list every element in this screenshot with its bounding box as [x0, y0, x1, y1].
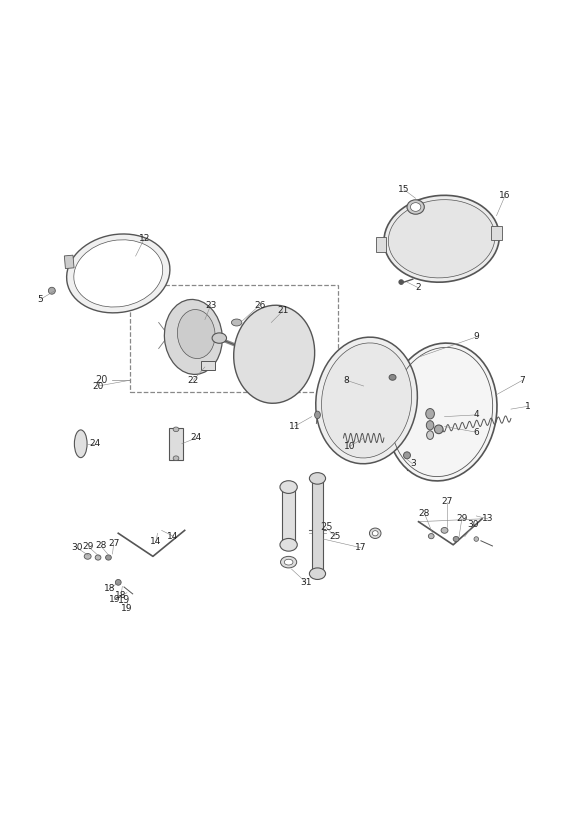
Text: 24: 24	[191, 433, 202, 442]
Ellipse shape	[106, 555, 111, 560]
Text: 14: 14	[167, 531, 179, 541]
Text: 31: 31	[300, 578, 312, 587]
Text: 28: 28	[419, 508, 430, 517]
Bar	[491, 226, 502, 241]
Text: 12: 12	[139, 234, 150, 243]
Text: 6: 6	[473, 428, 479, 437]
Text: 16: 16	[500, 191, 511, 200]
Text: 22: 22	[188, 376, 199, 385]
Text: 8: 8	[343, 376, 349, 385]
Ellipse shape	[285, 559, 293, 565]
Ellipse shape	[212, 333, 227, 344]
Text: 17: 17	[355, 543, 367, 552]
Ellipse shape	[453, 536, 459, 541]
Text: 21: 21	[277, 307, 289, 316]
Text: 27: 27	[442, 497, 453, 506]
Ellipse shape	[403, 452, 410, 459]
Text: 19: 19	[108, 595, 120, 604]
Text: 30: 30	[71, 543, 82, 552]
Text: 1: 1	[525, 402, 531, 410]
Ellipse shape	[280, 538, 297, 551]
Text: 5: 5	[37, 295, 43, 304]
Ellipse shape	[322, 343, 412, 458]
Text: 26: 26	[254, 301, 265, 310]
Text: 24: 24	[90, 439, 101, 448]
Ellipse shape	[387, 343, 497, 481]
Ellipse shape	[426, 409, 434, 419]
Text: 20: 20	[95, 375, 107, 386]
Ellipse shape	[115, 579, 121, 585]
Bar	[169, 428, 183, 460]
Ellipse shape	[315, 411, 321, 419]
Ellipse shape	[173, 427, 179, 432]
Ellipse shape	[441, 527, 448, 533]
Text: 27: 27	[108, 539, 120, 548]
Text: 25: 25	[329, 531, 340, 541]
Bar	[64, 255, 74, 269]
Text: 29: 29	[456, 514, 468, 523]
Text: 10: 10	[343, 442, 355, 452]
Ellipse shape	[164, 299, 222, 374]
Ellipse shape	[310, 568, 325, 579]
Ellipse shape	[231, 319, 242, 326]
Bar	[376, 237, 386, 252]
Ellipse shape	[373, 531, 378, 536]
Ellipse shape	[280, 480, 297, 494]
Text: 29: 29	[83, 542, 94, 551]
Ellipse shape	[84, 554, 91, 559]
Text: 25: 25	[320, 522, 332, 532]
Text: 9: 9	[473, 332, 479, 341]
Text: 18: 18	[115, 591, 127, 600]
Text: 23: 23	[205, 301, 216, 310]
Ellipse shape	[474, 536, 479, 541]
Text: 20: 20	[92, 382, 104, 391]
Ellipse shape	[234, 305, 315, 403]
Text: 19: 19	[121, 604, 133, 613]
Text: 4: 4	[473, 410, 479, 419]
Ellipse shape	[173, 456, 179, 461]
Bar	[201, 362, 215, 370]
Text: 3: 3	[410, 460, 416, 469]
Text: 19: 19	[118, 595, 130, 605]
Ellipse shape	[74, 240, 163, 307]
Text: 14: 14	[150, 537, 161, 546]
Ellipse shape	[370, 528, 381, 538]
Ellipse shape	[316, 337, 417, 464]
Ellipse shape	[384, 195, 499, 282]
Ellipse shape	[66, 234, 170, 313]
Bar	[282, 487, 295, 545]
Text: 13: 13	[482, 514, 494, 523]
Ellipse shape	[410, 203, 421, 211]
Ellipse shape	[310, 473, 325, 485]
Text: 2: 2	[416, 283, 422, 293]
Ellipse shape	[434, 425, 443, 433]
Ellipse shape	[399, 280, 403, 284]
Ellipse shape	[389, 374, 396, 380]
Bar	[312, 477, 323, 572]
Ellipse shape	[388, 199, 495, 278]
Ellipse shape	[95, 555, 101, 560]
Ellipse shape	[426, 421, 434, 430]
Ellipse shape	[48, 288, 55, 294]
Ellipse shape	[429, 534, 434, 539]
Ellipse shape	[75, 430, 87, 457]
Text: 15: 15	[398, 185, 410, 194]
Bar	[130, 285, 338, 391]
Text: 30: 30	[468, 520, 479, 529]
Text: 28: 28	[95, 541, 107, 550]
Ellipse shape	[407, 199, 424, 214]
Text: 18: 18	[104, 583, 115, 592]
Text: 7: 7	[519, 376, 525, 385]
Ellipse shape	[427, 431, 434, 439]
Ellipse shape	[280, 556, 297, 568]
Text: 11: 11	[289, 422, 300, 431]
Ellipse shape	[177, 310, 215, 358]
